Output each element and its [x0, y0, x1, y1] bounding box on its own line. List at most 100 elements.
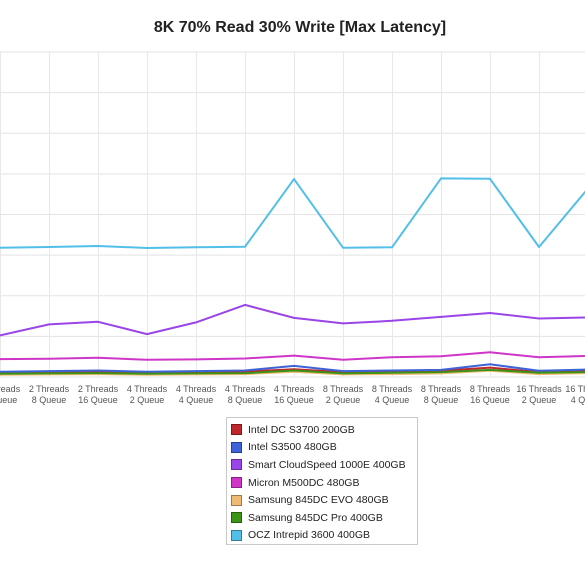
data-point — [146, 370, 148, 373]
data-point — [342, 372, 344, 375]
data-point — [195, 246, 197, 249]
data-point — [440, 371, 442, 373]
legend-item: Intel DC S3700 200GB — [231, 421, 413, 439]
data-point — [97, 320, 99, 323]
x-tick-label-line: 16 Threads — [565, 384, 585, 394]
x-tick-label-line: 4 Threads — [127, 384, 168, 394]
data-point — [342, 322, 344, 325]
data-point — [244, 369, 246, 372]
data-point — [538, 371, 540, 374]
legend-swatch — [231, 477, 242, 489]
data-point — [97, 372, 99, 374]
x-tick-label-line: 8 Threads — [470, 384, 511, 394]
x-tick-label-line: 4 Queue — [179, 395, 214, 405]
series-line-6 — [0, 177, 585, 249]
data-point — [244, 372, 246, 374]
legend-label: Smart CloudSpeed 1000E 400GB — [248, 458, 406, 471]
x-tick-label: 4 Threads 8 Queue — [225, 384, 266, 405]
x-tick-label-line: 4 Queue — [571, 395, 585, 405]
data-point — [146, 358, 148, 361]
chart-legend: Intel DC S3700 200GB Intel S3500 480GB Sma… — [226, 417, 418, 545]
legend-swatch — [231, 441, 242, 453]
x-tick-label-line: 8 Queue — [228, 395, 263, 405]
data-point — [391, 319, 393, 322]
x-tick-label-line: 8 Queue — [424, 395, 459, 405]
x-tick-label-line: 4 Threads — [225, 384, 266, 394]
x-tick-label: 4 Threads 16 Queue — [274, 384, 315, 405]
data-point — [342, 370, 344, 372]
x-tick-label: 8 Threads 4 Queue — [372, 384, 413, 405]
data-point — [391, 246, 393, 249]
legend-item: Samsung 845DC EVO 480GB — [231, 491, 413, 509]
data-point — [489, 351, 491, 354]
data-point — [293, 354, 295, 357]
data-point — [489, 366, 491, 369]
series-line-2 — [0, 303, 585, 337]
data-point — [0, 358, 1, 360]
data-point — [146, 333, 148, 335]
x-tick-label-line: 8 Queue — [32, 395, 67, 405]
legend-label: Intel DC S3700 200GB — [248, 423, 355, 436]
data-point — [48, 246, 50, 248]
data-point — [538, 369, 540, 372]
data-point — [293, 369, 295, 372]
x-tick-label: 4 Threads 2 Queue — [127, 384, 168, 405]
x-tick-label: 4 Threads 4 Queue — [176, 384, 217, 405]
data-point — [538, 356, 540, 359]
x-tick-label-line: 2 Threads — [0, 384, 21, 394]
data-point — [146, 247, 148, 249]
legend-label: Samsung 845DC Pro 400GB — [248, 511, 383, 524]
data-point — [0, 370, 1, 373]
data-point — [48, 370, 50, 372]
data-point — [440, 316, 442, 318]
x-tick-label-line: 16 Queue — [78, 395, 118, 405]
data-point — [0, 334, 1, 337]
data-point — [244, 245, 246, 248]
legend-label: Samsung 845DC EVO 480GB — [248, 494, 389, 507]
legend-swatch — [231, 494, 242, 506]
data-point — [391, 371, 393, 374]
data-point — [146, 372, 148, 375]
data-point — [391, 369, 393, 372]
x-tick-label-line: 8 Threads — [421, 384, 462, 394]
legend-swatch — [231, 424, 242, 436]
data-point — [97, 369, 99, 372]
data-point — [195, 358, 197, 361]
data-point — [244, 304, 246, 306]
legend-swatch — [231, 512, 242, 524]
x-tick-label-line: 2 Queue — [130, 395, 165, 405]
x-tick-label-line: 4 Threads — [274, 384, 315, 394]
x-tick-label: 2 Threads 8 Queue — [29, 384, 70, 405]
x-tick-label-line: 2 Queue — [522, 395, 557, 405]
legend-label: Micron M500DC 480GB — [248, 476, 360, 489]
data-point — [48, 357, 50, 360]
x-tick-label: 16 Threads 2 Queue — [516, 384, 562, 405]
data-point — [293, 178, 295, 181]
x-tick-label: 2 Threads 16 Queue — [78, 384, 119, 405]
data-point — [440, 369, 442, 371]
x-tick-label-line: 2 Threads — [29, 384, 70, 394]
chart-gridlines — [0, 51, 585, 378]
data-point — [195, 372, 197, 375]
data-point — [489, 363, 491, 366]
chart-series — [0, 177, 585, 376]
data-point — [391, 356, 393, 359]
data-point — [195, 321, 197, 324]
data-point — [0, 372, 1, 375]
legend-item: Samsung 845DC Pro 400GB — [231, 509, 413, 527]
legend-swatch — [231, 529, 242, 541]
data-point — [342, 358, 344, 361]
series-line-3 — [0, 351, 585, 361]
data-point — [293, 365, 295, 367]
x-tick-label-line: 16 Queue — [274, 395, 314, 405]
data-point — [195, 370, 197, 372]
data-point — [342, 246, 344, 249]
legend-item: Intel S3500 480GB — [231, 439, 413, 457]
x-tick-label-line: 16 Threads — [516, 384, 562, 394]
legend-item: Micron M500DC 480GB — [231, 474, 413, 492]
legend-label: OCZ Intrepid 3600 400GB — [248, 529, 370, 542]
